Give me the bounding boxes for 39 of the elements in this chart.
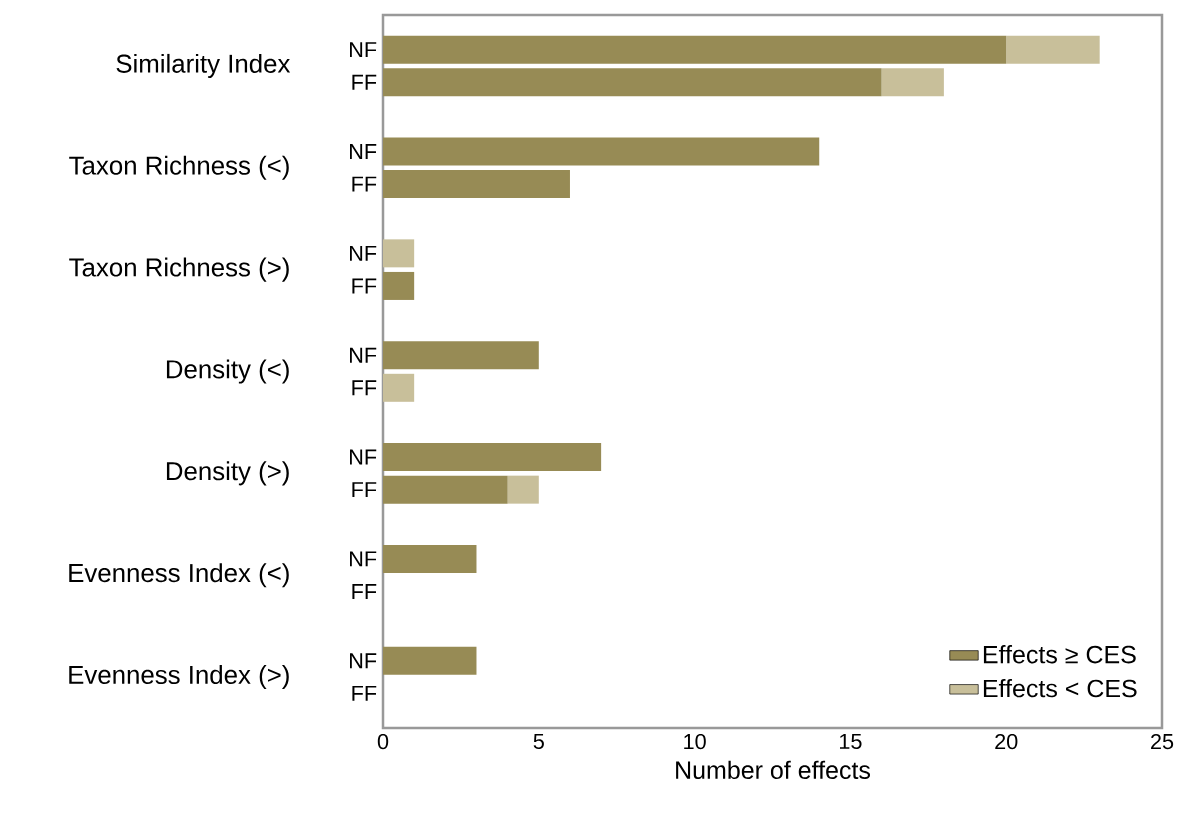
y-tick-label: NF [350,42,377,58]
legend-label: Effects < CES [983,679,1137,698]
text: Density (>) [166,461,289,486]
x-tick-label: 25 [1151,733,1174,750]
y-tick-label: FF [352,74,377,90]
text: Evenness Index (<) [69,563,289,588]
y-tick-label: NF [350,347,377,363]
y-tick-label: NF [350,144,377,159]
y-tick-label: FF [352,176,377,192]
text: Taxon Richness (>) [69,257,289,282]
bar [383,544,477,573]
legend-label: Effects ≥ CES [983,645,1136,664]
bar [383,341,539,370]
y-tick-label: NF [350,449,377,465]
bar [383,373,415,402]
bar [383,646,477,675]
bar [383,35,1007,64]
x-tick-label: 0 [377,733,389,750]
x-tick-label: 15 [840,733,862,749]
text: Taxon Richness (<) [69,155,289,180]
bar [383,137,820,166]
y-tick-label: NF [350,551,377,567]
y-tick-label: FF [352,685,377,701]
y-tick-label: NF [350,653,377,669]
x-tick-label: 20 [995,733,1018,750]
bar [507,475,539,504]
text: Evenness Index (>) [69,665,289,690]
y-tick-label: FF [352,380,377,396]
y-tick-label: NF [350,245,377,261]
x-tick-label: 10 [684,733,706,750]
text: Density (<) [166,359,289,384]
x-tick-label: 5 [533,733,544,749]
bar [383,443,602,472]
bar [881,68,944,97]
text: Similarity Index [116,53,291,78]
y-tick-label: FF [352,482,377,498]
x-axis-title: Number of effects [676,760,870,780]
y-tick-label: FF [352,584,377,599]
y-tick-label: FF [352,278,377,294]
